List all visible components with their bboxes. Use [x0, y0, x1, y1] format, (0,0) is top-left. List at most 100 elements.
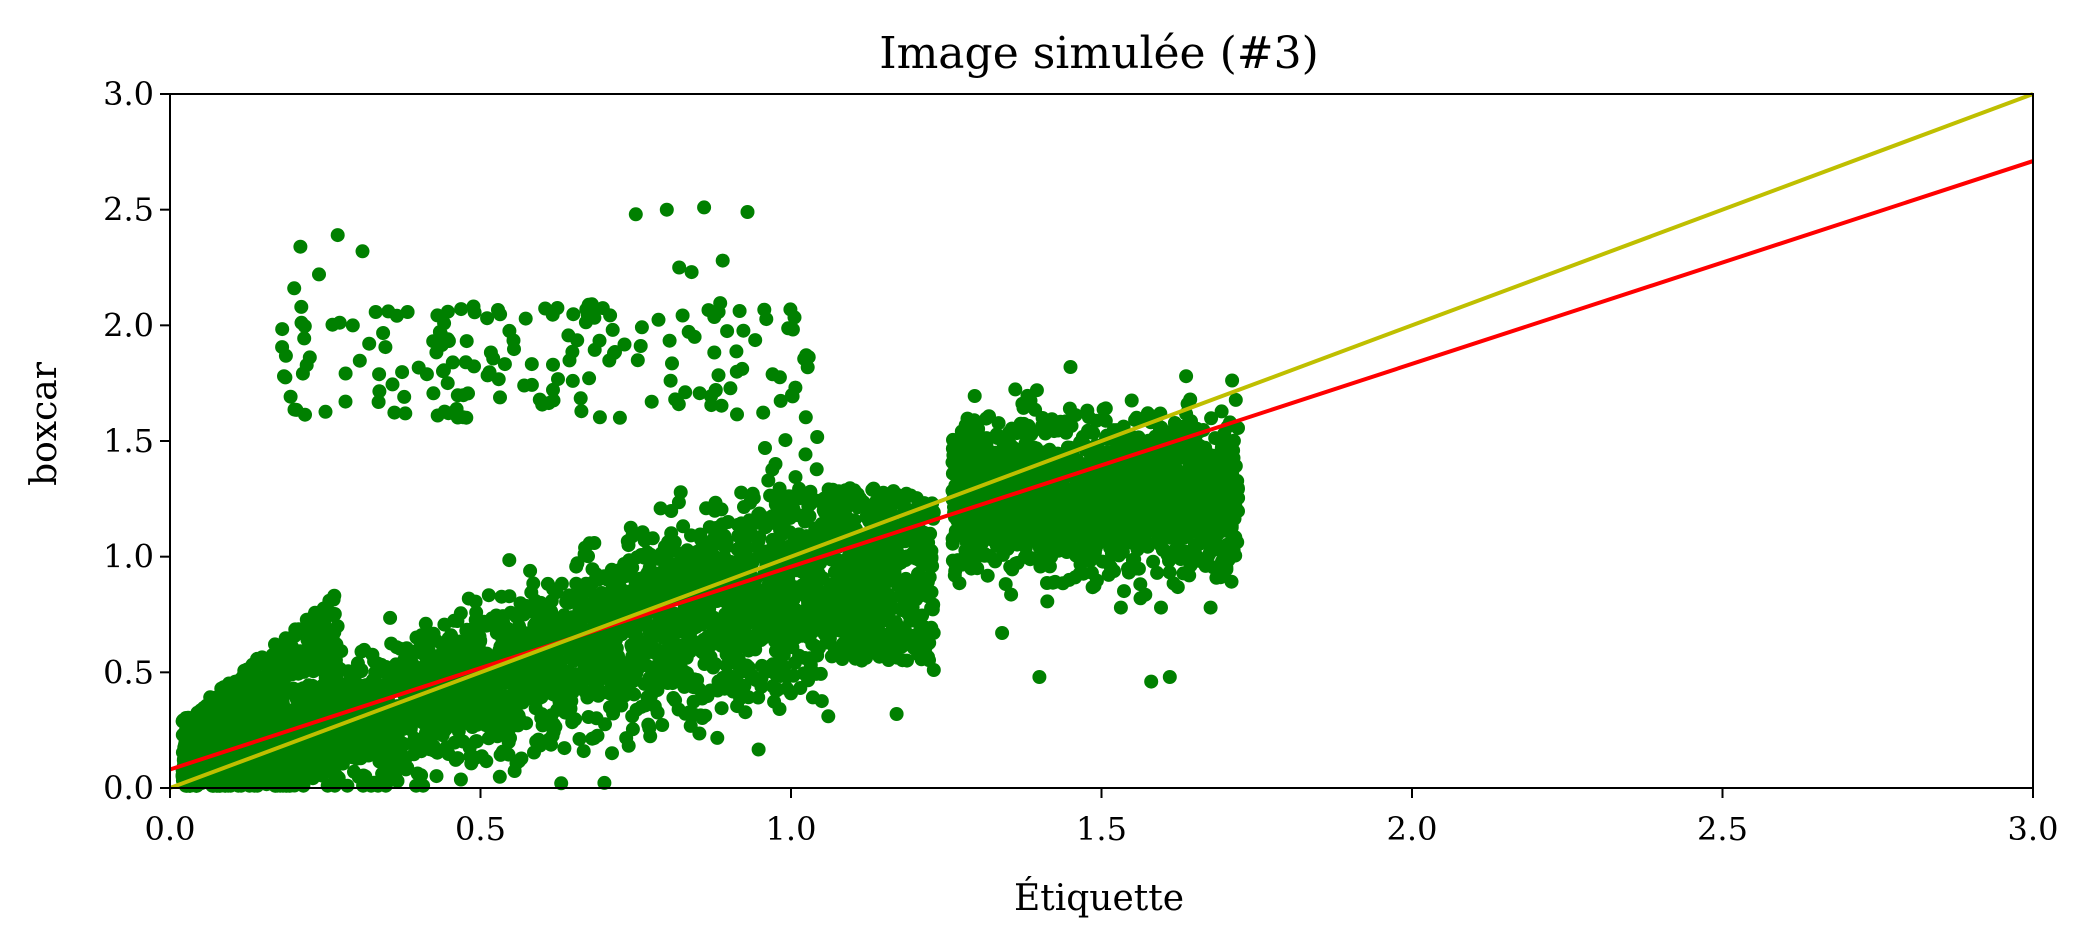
scatter-point: [792, 648, 807, 663]
scatter-point: [1040, 594, 1055, 609]
scatter-point: [768, 497, 783, 512]
scatter-point: [859, 646, 874, 661]
scatter-point: [518, 602, 533, 617]
scatter-point: [633, 571, 647, 586]
scatter-point: [756, 631, 771, 646]
scatter-point: [424, 668, 438, 683]
scatter-point: [325, 629, 340, 644]
scatter-point: [640, 645, 655, 660]
scatter-point: [441, 747, 456, 761]
scatter-point: [597, 775, 612, 790]
scatter-point: [231, 683, 246, 698]
scatter-point: [356, 778, 371, 793]
scatter-point: [179, 748, 194, 762]
scatter-point: [655, 718, 670, 732]
scatter-point: [883, 593, 898, 608]
scatter-point: [924, 585, 939, 600]
scatter-point: [788, 470, 803, 485]
scatter-point: [587, 731, 602, 745]
scatter-point: [605, 746, 619, 761]
scatter-point: [463, 684, 478, 699]
scatter-point: [777, 585, 792, 600]
scatter-point: [754, 679, 769, 694]
scatter-point: [979, 411, 994, 426]
scatter-point: [546, 582, 561, 597]
scatter-point: [209, 729, 224, 744]
scatter-point: [494, 589, 509, 604]
scatter-point: [869, 615, 884, 629]
scatter-point: [872, 500, 887, 515]
scatter-point: [1154, 600, 1168, 615]
scatter-point: [309, 609, 324, 623]
scatter-point: [677, 679, 692, 694]
scatter-point: [285, 683, 300, 698]
scatter-point: [908, 551, 923, 566]
scatter-point: [278, 766, 293, 781]
scatter-point: [682, 628, 697, 643]
scatter-point: [778, 433, 793, 448]
scatter-point: [499, 710, 514, 725]
scatter-point: [698, 559, 713, 574]
scatter-point: [247, 778, 262, 793]
scatter-point: [489, 680, 504, 694]
scatter-point: [708, 619, 723, 634]
scatter-point: [464, 756, 479, 771]
scatter-point: [890, 621, 905, 635]
scatter-point: [835, 652, 850, 666]
scatter-point: [495, 744, 510, 759]
scatter-point: [821, 628, 836, 643]
scatter-point: [398, 762, 413, 777]
scatter-point: [967, 389, 982, 403]
scatter-point: [836, 554, 851, 569]
scatter-point: [541, 610, 556, 625]
scatter-point: [776, 647, 791, 662]
scatter-point: [412, 641, 427, 656]
scatter-point: [451, 724, 466, 739]
scatter-point: [747, 600, 762, 615]
scatter-point: [847, 638, 862, 653]
scatter-point: [697, 598, 712, 613]
scatter-point: [870, 567, 885, 582]
scatter-point: [361, 682, 376, 697]
scatter-point: [621, 738, 636, 753]
scatter-point: [218, 711, 233, 726]
scatter-point: [803, 615, 818, 630]
scatter-point: [643, 689, 658, 703]
scatter-point: [687, 707, 702, 722]
scatter-point: [759, 606, 774, 621]
scatter-point: [1224, 574, 1239, 589]
scatter-point: [365, 647, 380, 662]
scatter-point: [407, 731, 422, 746]
scatter-point: [872, 627, 886, 642]
scatter-point: [554, 776, 569, 791]
scatter-point: [263, 766, 278, 780]
scatter-point: [680, 666, 694, 681]
scatter-point: [1131, 561, 1146, 576]
scatter-point: [751, 690, 766, 705]
scatter-point: [841, 602, 856, 617]
scatter-point: [429, 769, 444, 784]
scatter-point: [716, 565, 731, 580]
scatter-point: [554, 613, 569, 628]
scatter-point: [851, 615, 866, 630]
scatter-point: [371, 778, 385, 793]
scatter-point: [793, 681, 808, 695]
scatter-point: [895, 653, 910, 668]
scatter-point: [325, 736, 340, 751]
scatter-point: [467, 627, 482, 642]
scatter-point: [737, 593, 752, 608]
scatter-point: [777, 660, 792, 674]
scatter-point: [526, 576, 541, 591]
scatter-point: [765, 532, 780, 547]
scatter-point: [798, 447, 813, 462]
scatter-point: [587, 663, 602, 678]
scatter-point: [430, 745, 445, 760]
scatter-point: [733, 691, 748, 706]
scatter-point: [676, 519, 691, 534]
scatter-point: [730, 542, 745, 557]
scatter-point: [282, 644, 296, 659]
scatter-point: [866, 481, 881, 496]
scatter-point: [668, 669, 683, 684]
scatter-point: [375, 766, 390, 781]
scatter-point: [719, 610, 734, 625]
